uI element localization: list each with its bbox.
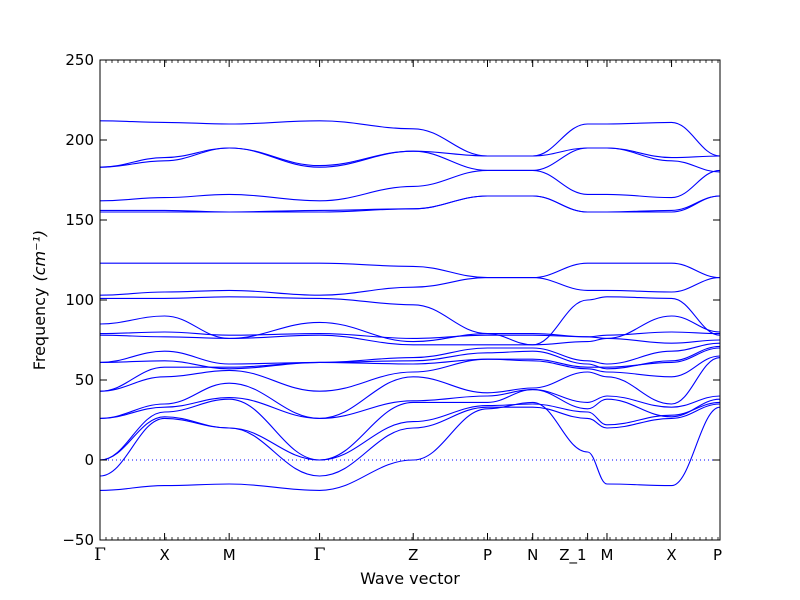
y-tick-label: 0 — [84, 451, 94, 469]
x-tick-label: N — [527, 546, 538, 564]
x-tick-label: Γ — [314, 545, 326, 565]
phonon-branch-16 — [100, 262, 721, 279]
phonon-branch-2 — [99, 403, 721, 477]
phonon-branch-11 — [99, 334, 721, 346]
phonon-branch-19 — [99, 169, 721, 202]
phonon-branch-18 — [100, 195, 721, 213]
x-tick-label: M — [601, 546, 614, 564]
x-tick-label: Z — [408, 546, 418, 564]
y-tick-label: 150 — [65, 211, 94, 229]
x-tick-label: P — [483, 546, 492, 564]
phonon-branch-12 — [99, 331, 721, 339]
x-tick-label: P — [713, 546, 722, 564]
y-tick-label: 250 — [65, 51, 94, 69]
y-axis-label-text: Frequency — [30, 288, 49, 371]
phonon-branch-21 — [99, 147, 721, 168]
y-tick-label: 100 — [65, 291, 94, 309]
phonon-branch-5 — [99, 389, 721, 419]
phonon-branch-1 — [99, 401, 721, 491]
plot-frame — [99, 59, 721, 541]
phonon-branch-14 — [99, 296, 721, 346]
y-tick-label: 200 — [65, 131, 94, 149]
x-tick-label: X — [666, 546, 676, 564]
y-axis-label: Frequency (cm⁻¹) — [30, 230, 49, 370]
x-tick-label: Γ — [94, 545, 106, 565]
x-axis-label: Wave vector — [360, 569, 460, 588]
y-ticks-layer: −50 0 50 100 150 200 250 — [62, 51, 720, 549]
x-ticks-layer: Γ X M Γ Z P N Z_1 M X P — [94, 60, 722, 565]
x-tick-label: X — [159, 546, 169, 564]
series-layer — [99, 120, 721, 491]
phonon-branch-3 — [99, 401, 721, 461]
phonon-branch-10 — [99, 342, 721, 365]
y-axis-label-unit: (cm⁻¹) — [30, 230, 49, 282]
phonon-branch-7 — [99, 355, 721, 392]
phonon-branch-9 — [99, 345, 721, 370]
phonon-branch-22 — [99, 120, 721, 157]
x-tick-label: M — [223, 546, 236, 564]
phonon-branch-13 — [99, 315, 721, 343]
phonon-branch-6 — [99, 357, 721, 419]
y-tick-label: −50 — [62, 531, 94, 549]
phonon-branch-8 — [99, 347, 721, 392]
y-tick-label: 50 — [75, 371, 94, 389]
x-tick-label: Z_1 — [559, 546, 586, 565]
phonon-branch-15 — [99, 277, 721, 296]
phonon-branch-4 — [99, 389, 721, 461]
